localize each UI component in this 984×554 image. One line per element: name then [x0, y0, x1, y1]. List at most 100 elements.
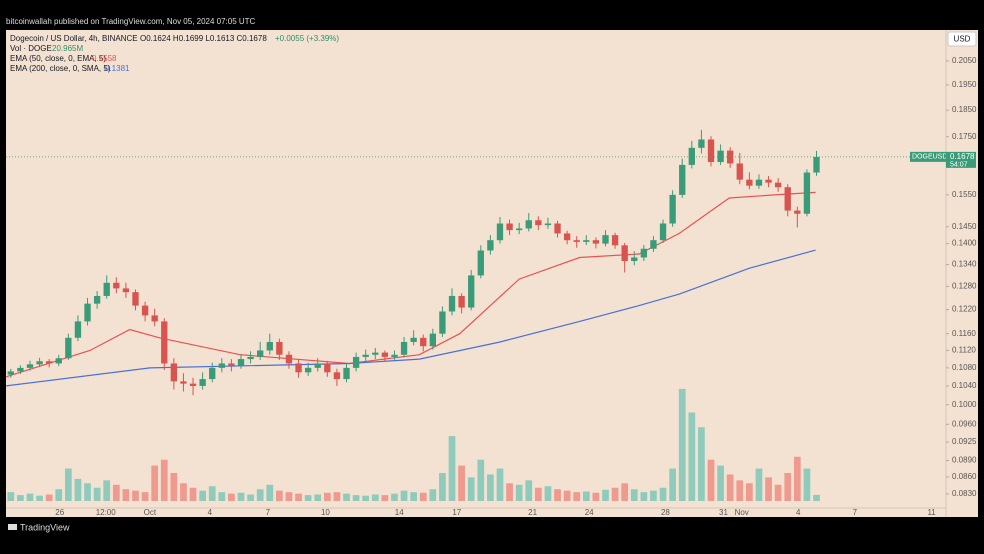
volume-bar [793, 456, 801, 501]
volume-bar [726, 474, 734, 501]
logo-icon [8, 524, 17, 530]
candle-body [765, 179, 772, 183]
volume-bar [410, 492, 418, 501]
y-tick-label: 0.1280 [952, 282, 977, 291]
volume-bar [544, 486, 552, 501]
x-tick-label: Nov [735, 508, 749, 517]
candle-body [707, 139, 715, 163]
candle-body [755, 179, 763, 186]
volume-bar [64, 468, 72, 501]
candle-body [631, 257, 638, 262]
volume-bar [400, 490, 408, 501]
volume-bar [276, 490, 283, 501]
volume-bar [669, 468, 676, 501]
volume-legend: Vol · DOGE [10, 44, 52, 53]
last-price-label: 0.1678 [950, 152, 975, 161]
symbol: Dogecoin / US Dollar, 4h, BINANCE [10, 34, 138, 43]
y-tick-label: 0.2050 [952, 56, 977, 65]
y-tick-label: 0.1340 [952, 260, 977, 269]
candle-body [266, 341, 273, 351]
volume-bar [199, 490, 206, 501]
candle-body [324, 363, 331, 373]
y-tick-label: 0.1040 [952, 381, 977, 390]
x-tick-label: 17 [452, 508, 461, 517]
ema-line [5, 249, 816, 387]
x-tick-label: 14 [395, 508, 404, 517]
volume-bar [141, 492, 149, 501]
volume-bar [55, 489, 63, 501]
volume-bar [602, 489, 609, 501]
candle-body [209, 367, 216, 380]
candle-body [151, 315, 158, 322]
candle-body [535, 220, 542, 226]
volume-bar [784, 472, 792, 501]
currency-button[interactable] [947, 31, 977, 47]
candle-body [400, 341, 408, 355]
candle-body [583, 240, 590, 242]
ema-line [5, 191, 816, 378]
volume-bar [458, 465, 465, 501]
volume-bar [208, 486, 216, 501]
volume-bar [765, 477, 772, 501]
volume-bar [496, 468, 504, 501]
volume-bar [218, 492, 226, 501]
candle-body [525, 220, 532, 229]
candle-body [7, 371, 14, 375]
candle-body [26, 364, 34, 368]
volume-bar [506, 483, 513, 501]
y-tick-label: 0.0960 [952, 419, 977, 428]
volume-bar [534, 487, 542, 501]
candle-body [199, 379, 206, 386]
volume-bar [256, 489, 264, 501]
volume-bar [362, 495, 370, 501]
publisher: bitcoinwallah published on TradingView.c… [6, 17, 256, 26]
candle-body [410, 337, 417, 342]
candle-body [247, 356, 254, 360]
candle-body [237, 359, 245, 366]
candle-body [122, 288, 130, 293]
y-tick-label: 0.1000 [952, 400, 977, 409]
candle-body [276, 341, 283, 355]
candle-body [746, 179, 753, 186]
candle-body [362, 354, 369, 357]
candle-body [573, 240, 580, 242]
volume-bar [439, 472, 446, 501]
candle-body [544, 223, 552, 226]
candle-body [381, 352, 389, 357]
volume-bar [74, 478, 82, 501]
y-tick-label: 0.1550 [952, 190, 977, 199]
candle-body [458, 295, 465, 308]
volume-bar [132, 490, 139, 501]
volume-bar [573, 492, 581, 501]
candle-body [429, 333, 437, 347]
candle-body [554, 223, 561, 234]
last-price-box [910, 151, 946, 162]
candle-body [170, 363, 178, 382]
legend-value: 0.1558 [92, 54, 117, 63]
legend-entry: EMA (200, close, 0, SMA, 5) [10, 64, 111, 73]
currency[interactable]: USD [954, 35, 971, 44]
y-tick-label: 0.0890 [952, 456, 977, 465]
volume-bar [582, 491, 590, 501]
candle-body [333, 372, 341, 380]
candle-body [228, 363, 235, 366]
volume-bar [84, 483, 91, 501]
candle-body [17, 367, 24, 372]
candle-body [803, 172, 811, 214]
candle-body [439, 311, 446, 334]
candle-body [55, 358, 62, 364]
candle-body [257, 350, 264, 357]
x-tick-label: Oct [144, 508, 157, 517]
volume-bar [352, 495, 360, 501]
volume-bar [228, 493, 235, 501]
candle-body [93, 295, 101, 304]
ohlc: O0.1624 H0.1699 L0.1613 C0.1678 [140, 34, 267, 43]
volume-bar [746, 483, 753, 501]
candle-body [314, 363, 321, 368]
y-tick-label: 0.1750 [952, 132, 977, 141]
candle-body [343, 367, 350, 380]
volume-bar [592, 492, 600, 501]
candle-body [132, 292, 139, 306]
